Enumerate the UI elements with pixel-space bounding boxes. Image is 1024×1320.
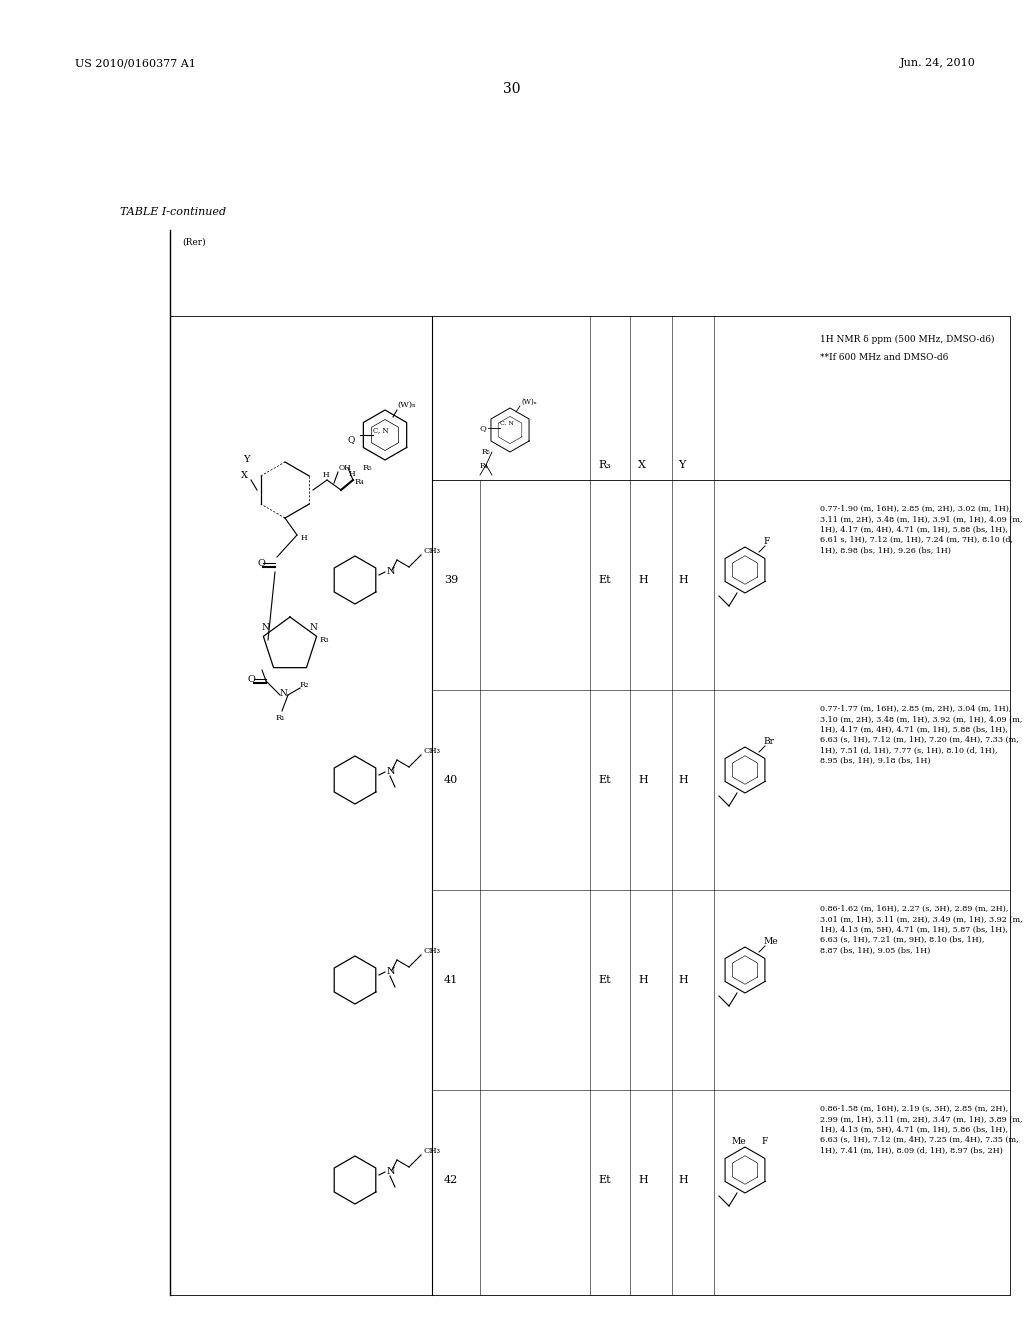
Text: OH: OH — [339, 465, 352, 473]
Text: 0.86-1.58 (m, 16H), 2.19 (s, 3H), 2.85 (m, 2H),
2.99 (m, 1H), 3.11 (m, 2H), 3.47: 0.86-1.58 (m, 16H), 2.19 (s, 3H), 2.85 (… — [820, 1105, 1023, 1155]
Text: 39: 39 — [444, 576, 459, 585]
Text: **If 600 MHz and DMSO-d6: **If 600 MHz and DMSO-d6 — [820, 352, 948, 362]
Text: N: N — [387, 968, 395, 977]
Text: N: N — [310, 623, 317, 631]
Text: N: N — [387, 767, 395, 776]
Text: 0.86-1.62 (m, 16H), 2.27 (s, 3H), 2.89 (m, 2H),
3.01 (m, 1H), 3.11 (m, 2H), 3.49: 0.86-1.62 (m, 16H), 2.27 (s, 3H), 2.89 (… — [820, 906, 1023, 954]
Text: H: H — [678, 975, 688, 985]
Text: R₅: R₅ — [362, 465, 373, 473]
Text: R₄: R₄ — [355, 478, 365, 486]
Text: R₂: R₂ — [300, 681, 309, 689]
Text: H: H — [678, 576, 688, 585]
Text: (W)ₙ: (W)ₙ — [397, 401, 416, 409]
Text: F: F — [761, 1138, 767, 1147]
Text: CH₃: CH₃ — [423, 1147, 440, 1155]
Text: O: O — [248, 676, 256, 685]
Text: 1H NMR δ ppm (500 MHz, DMSO-d6): 1H NMR δ ppm (500 MHz, DMSO-d6) — [820, 335, 994, 345]
Text: H: H — [638, 975, 648, 985]
Text: N: N — [262, 623, 270, 631]
Text: C, N: C, N — [373, 426, 389, 434]
Text: O: O — [257, 560, 265, 569]
Text: 30: 30 — [503, 82, 521, 96]
Text: (Rer): (Rer) — [182, 238, 206, 247]
Text: H: H — [349, 470, 355, 478]
Text: R₁: R₁ — [276, 714, 286, 722]
Text: Me: Me — [731, 1138, 745, 1147]
Text: F: F — [763, 537, 769, 546]
Text: C, N: C, N — [500, 421, 514, 425]
Text: H: H — [678, 775, 688, 785]
Text: N: N — [387, 1167, 395, 1176]
Text: R₃: R₃ — [319, 636, 330, 644]
Text: H: H — [638, 1175, 648, 1185]
Text: Et: Et — [598, 576, 610, 585]
Text: 40: 40 — [444, 775, 459, 785]
Text: Me: Me — [763, 937, 777, 946]
Text: CH₃: CH₃ — [423, 546, 440, 554]
Text: Br: Br — [763, 738, 774, 747]
Text: X: X — [638, 459, 646, 470]
Text: Q: Q — [480, 424, 486, 432]
Text: H: H — [323, 471, 330, 479]
Text: H: H — [638, 576, 648, 585]
Text: CH₃: CH₃ — [423, 946, 440, 954]
Text: H: H — [301, 535, 307, 543]
Text: N: N — [280, 689, 288, 697]
Text: X: X — [241, 471, 248, 480]
Text: H: H — [678, 1175, 688, 1185]
Text: R₄: R₄ — [480, 462, 488, 470]
Text: R₅: R₅ — [482, 447, 490, 455]
Text: 41: 41 — [444, 975, 459, 985]
Text: R₃: R₃ — [598, 459, 610, 470]
Text: Et: Et — [598, 975, 610, 985]
Text: 42: 42 — [444, 1175, 459, 1185]
Text: Et: Et — [598, 775, 610, 785]
Text: 0.77-1.77 (m, 16H), 2.85 (m, 2H), 3.04 (m, 1H),
3.10 (m, 2H), 3.48 (m, 1H), 3.92: 0.77-1.77 (m, 16H), 2.85 (m, 2H), 3.04 (… — [820, 705, 1022, 766]
Text: 0.77-1.90 (m, 16H), 2.85 (m, 2H), 3.02 (m, 1H),
3.11 (m, 2H), 3.48 (m, 1H), 3.91: 0.77-1.90 (m, 16H), 2.85 (m, 2H), 3.02 (… — [820, 506, 1023, 554]
Text: US 2010/0160377 A1: US 2010/0160377 A1 — [75, 58, 196, 69]
Text: CH₃: CH₃ — [423, 747, 440, 755]
Text: Y: Y — [243, 455, 250, 465]
Text: TABLE I-continued: TABLE I-continued — [120, 207, 226, 216]
Text: Q: Q — [347, 436, 354, 445]
Text: H: H — [638, 775, 648, 785]
Text: Y: Y — [678, 459, 685, 470]
Text: Jun. 24, 2010: Jun. 24, 2010 — [900, 58, 976, 69]
Text: Et: Et — [598, 1175, 610, 1185]
Text: N: N — [387, 568, 395, 577]
Text: (W)ₙ: (W)ₙ — [522, 399, 538, 407]
